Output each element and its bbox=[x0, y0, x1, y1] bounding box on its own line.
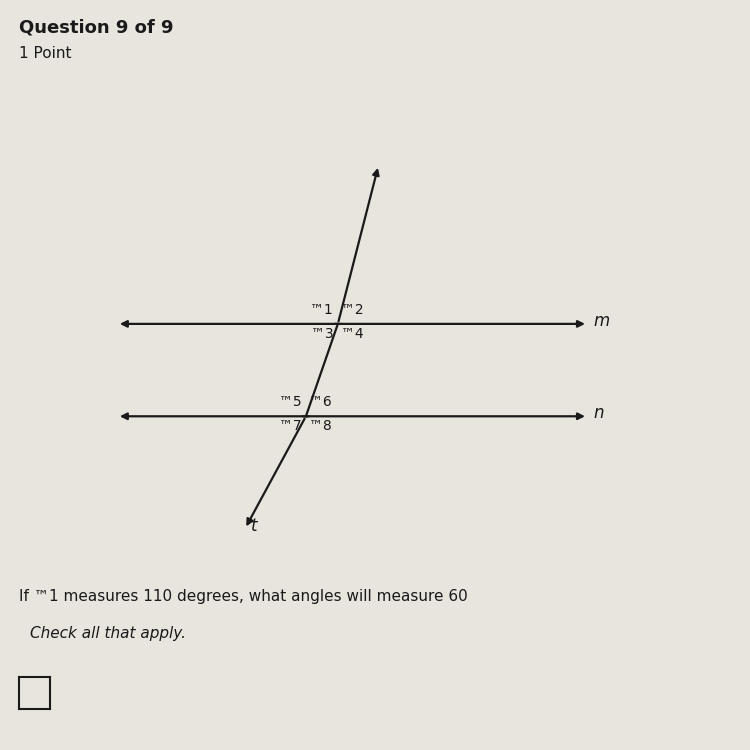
Text: ™8: ™8 bbox=[309, 419, 332, 433]
Text: t: t bbox=[251, 518, 257, 536]
Text: ™5: ™5 bbox=[279, 395, 302, 410]
Text: Question 9 of 9: Question 9 of 9 bbox=[19, 19, 173, 37]
Text: m: m bbox=[594, 312, 610, 330]
Text: n: n bbox=[594, 404, 604, 422]
Text: ™7: ™7 bbox=[279, 419, 302, 433]
Text: ™2: ™2 bbox=[340, 303, 364, 317]
Text: ™6: ™6 bbox=[309, 395, 332, 410]
Text: Check all that apply.: Check all that apply. bbox=[30, 626, 186, 641]
Text: 1 Point: 1 Point bbox=[19, 46, 71, 62]
Text: ™3: ™3 bbox=[310, 327, 333, 340]
Text: ™4: ™4 bbox=[340, 327, 364, 340]
Text: If ™1 measures 110 degrees, what angles will measure 60: If ™1 measures 110 degrees, what angles … bbox=[19, 589, 467, 604]
Text: ™1: ™1 bbox=[310, 303, 333, 317]
